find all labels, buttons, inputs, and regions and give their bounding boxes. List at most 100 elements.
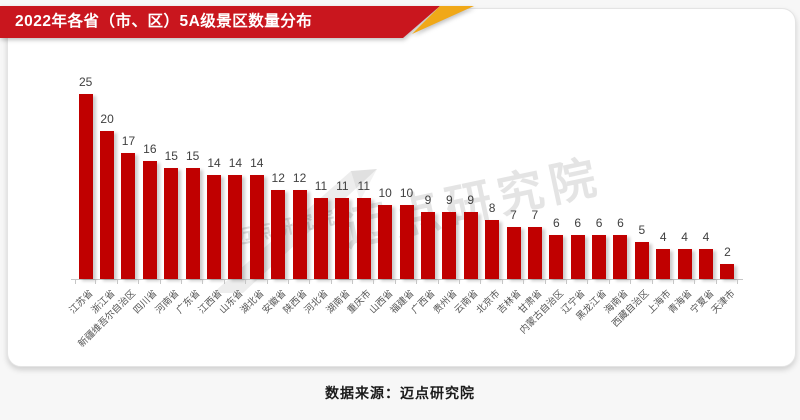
chart-title: 2022年各省（市、区）5A级景区数量分布 [15, 13, 313, 30]
data-source-text: 数据来源：迈点研究院 [325, 385, 475, 401]
bar-value-label: 11 [357, 179, 370, 193]
bar-value-label: 15 [164, 149, 178, 163]
axis-tick [651, 280, 653, 284]
bar-value-label: 9 [424, 193, 432, 207]
axis-tick [245, 280, 247, 284]
bar-value-label: 16 [143, 142, 157, 156]
bar [378, 205, 393, 279]
axis-tick [266, 280, 268, 284]
bar [442, 212, 457, 279]
axis-tick [416, 280, 418, 284]
ribbon-fold-icon [412, 6, 474, 34]
bar [356, 198, 371, 279]
bar [485, 220, 500, 279]
bar [335, 198, 350, 279]
axis-tick [75, 280, 76, 284]
bar [592, 235, 607, 279]
bar [271, 190, 286, 279]
bar [656, 249, 671, 279]
axis-tick [287, 280, 289, 284]
bar-value-label: 25 [79, 75, 93, 89]
bar [570, 235, 585, 279]
bar [506, 227, 521, 279]
axis-tick [116, 280, 118, 284]
bar-value-label: 4 [702, 230, 710, 244]
axis-tick [737, 280, 739, 284]
bar [549, 235, 564, 279]
axis-tick [587, 280, 589, 284]
bar-value-label: 7 [531, 208, 539, 222]
bar [249, 175, 264, 279]
axis-tick [180, 280, 182, 284]
axis-tick [373, 280, 375, 284]
axis-tick [202, 280, 204, 284]
axis-tick [330, 280, 332, 284]
bar-value-label: 7 [510, 208, 517, 222]
bar [527, 227, 542, 279]
bar [121, 153, 136, 279]
bar [613, 235, 628, 279]
bar-value-label: 6 [574, 216, 582, 230]
axis-tick [159, 280, 161, 284]
bar [292, 190, 307, 279]
bar-value-label: 8 [488, 201, 496, 215]
bar [78, 94, 93, 279]
bar [677, 249, 692, 279]
bar-value-label: 14 [207, 156, 221, 170]
bar [399, 205, 414, 279]
axis-tick [715, 280, 717, 284]
bar [313, 198, 328, 279]
axis-tick [565, 280, 567, 284]
bar-value-label: 9 [467, 193, 475, 207]
axis-tick [309, 280, 311, 284]
bar-value-label: 14 [250, 156, 264, 170]
bar-value-label: 20 [100, 112, 114, 126]
axis-tick [223, 280, 225, 284]
bar-value-label: 9 [445, 193, 453, 207]
axis-tick [437, 280, 439, 284]
axis-tick [394, 280, 396, 284]
bar [164, 168, 179, 279]
bar [207, 175, 222, 279]
bar [463, 212, 478, 279]
bar-value-label: 5 [638, 223, 646, 237]
bar [142, 161, 157, 279]
axis-tick [352, 280, 354, 284]
axis-tick [608, 280, 610, 284]
title-ribbon: 2022年各省（市、区）5A级景区数量分布 [0, 6, 478, 40]
axis-tick [95, 280, 97, 284]
bar-value-label: 6 [595, 216, 603, 230]
chart-card: 迈点研究院 迈点研究院 25江苏省20浙江省17新疆维吾尔自治区16四川省15河… [7, 8, 796, 367]
bar-value-label: 10 [399, 186, 414, 200]
axis-tick [459, 280, 461, 284]
bar-value-label: 11 [314, 179, 328, 193]
bar-value-label: 4 [681, 230, 688, 244]
bar [420, 212, 435, 279]
axis-tick [480, 280, 482, 284]
axis-tick [672, 280, 674, 284]
bar-value-label: 4 [659, 230, 667, 244]
bar-value-label: 10 [378, 186, 392, 200]
bar [185, 168, 200, 279]
bar [634, 242, 649, 279]
axis-tick [630, 280, 632, 284]
bar [720, 264, 735, 279]
bar-value-label: 6 [552, 216, 560, 230]
axis-tick [501, 280, 503, 284]
bar-value-label: 6 [617, 216, 624, 230]
bar-value-label: 14 [228, 156, 243, 170]
ribbon-banner-shape [0, 6, 440, 38]
axis-tick [138, 280, 140, 284]
bar-value-label: 17 [121, 134, 136, 148]
bar-value-label: 12 [271, 171, 285, 185]
bar [100, 131, 115, 279]
bar-value-label: 12 [292, 171, 307, 185]
bar [228, 175, 243, 279]
axis-tick [694, 280, 696, 284]
bar-value-label: 11 [336, 179, 349, 193]
bar-value-label: 15 [185, 149, 200, 163]
x-axis-line [71, 279, 743, 280]
axis-tick [544, 280, 546, 284]
bar-value-label: 2 [724, 245, 731, 259]
axis-tick [523, 280, 525, 284]
